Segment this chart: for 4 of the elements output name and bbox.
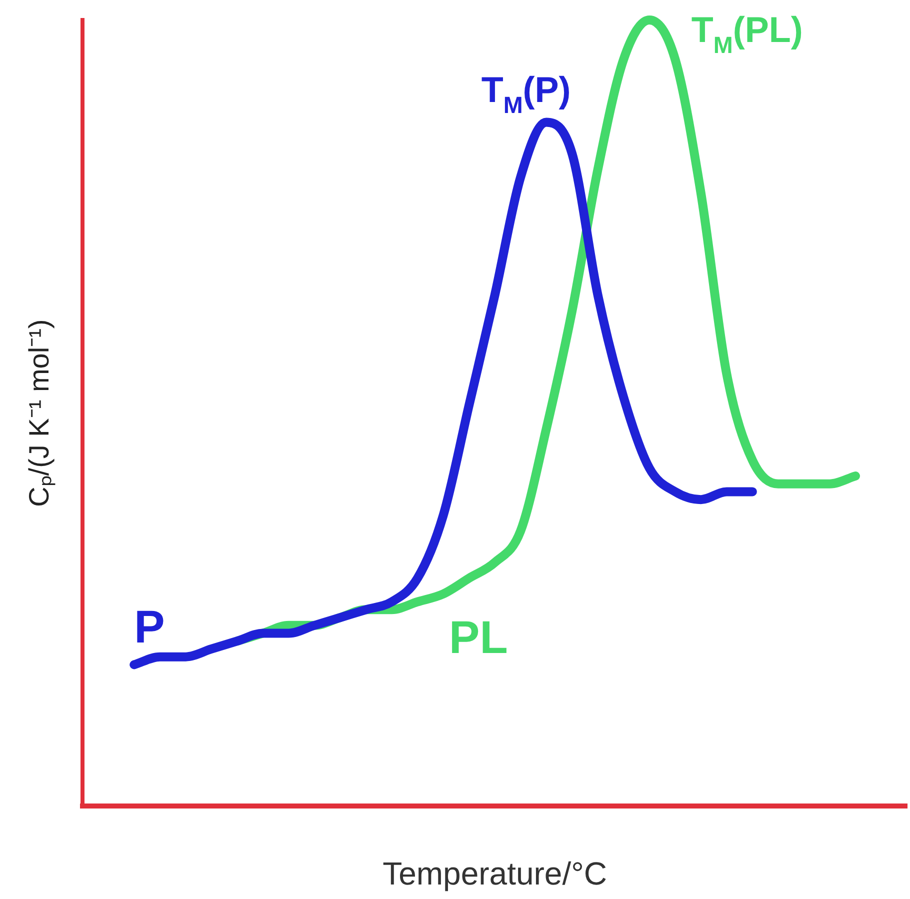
x-axis-title: Temperature/°C bbox=[382, 856, 608, 892]
series-label: P bbox=[134, 600, 165, 653]
series-label: PL bbox=[449, 611, 508, 664]
y-axis-title: Cₚ/(J K⁻¹ mol⁻¹) bbox=[24, 319, 56, 507]
